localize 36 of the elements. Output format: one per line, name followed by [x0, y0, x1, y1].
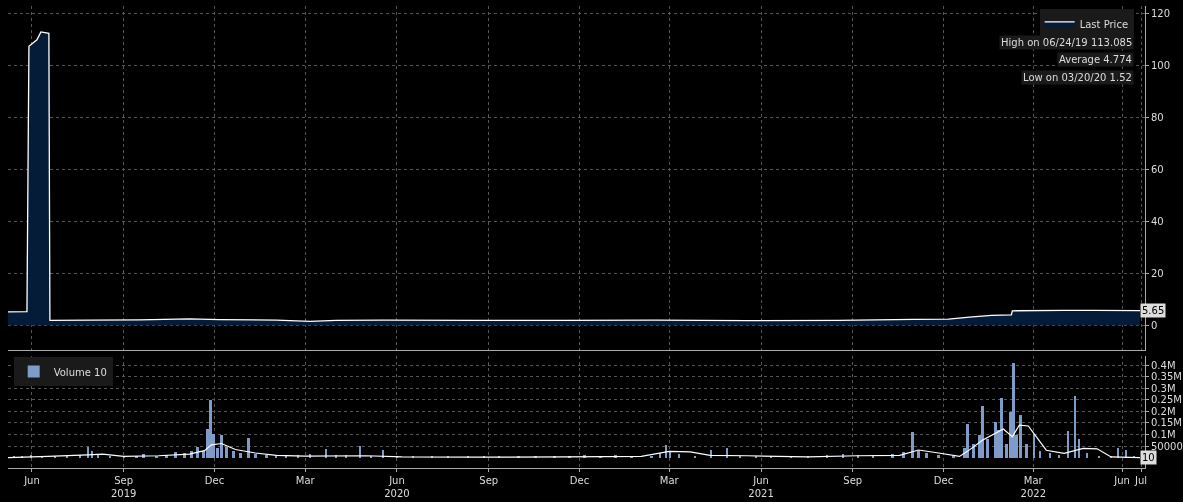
annotation: 10: [1142, 452, 1155, 463]
y-tick-label: 40: [1151, 215, 1164, 227]
y-tick-label: 0.15M: [1151, 417, 1182, 429]
x-tick-label: Dec: [933, 475, 954, 486]
x-tick-label: Mar: [659, 475, 680, 486]
x-tick-label: Sep: [843, 475, 863, 486]
y-tick-label: 0: [1151, 319, 1158, 331]
y-tick-label: 80: [1151, 112, 1164, 124]
y-tick-label: 100: [1151, 60, 1171, 72]
y-tick-label: 50000: [1151, 440, 1183, 452]
y-tick-label: 60: [1151, 164, 1164, 176]
y-tick-label: 0.35M: [1151, 371, 1182, 383]
x-tick-label: Mar: [295, 475, 316, 486]
x-tick-label: Dec: [569, 475, 590, 486]
y-tick-label: 0.2M: [1151, 405, 1176, 417]
annotation: High on 06/24/19 113.085: [1001, 37, 1133, 48]
x-tick-label: Dec: [204, 475, 225, 486]
x-tick-label: Jul: [1133, 475, 1148, 486]
x-tick-label: Jun 2020: [384, 475, 410, 499]
x-tick-label: Sep 2019: [110, 475, 137, 499]
x-tick-label: Jun: [1113, 475, 1130, 486]
x-tick-label: Jun 2021: [748, 475, 774, 499]
legend-label: Last Price: [1079, 18, 1129, 30]
annotation: 5.65: [1142, 305, 1165, 316]
annotation: Average 4.774: [1059, 54, 1132, 65]
y-tick-label: 0.3M: [1151, 382, 1176, 394]
annotation: Low on 03/20/20 1.52: [1023, 72, 1132, 83]
y-tick-label: 20: [1151, 267, 1164, 279]
x-tick-label: Mar 2022: [1020, 475, 1047, 499]
y-tick-label: 0.25M: [1151, 394, 1182, 406]
y-tick-label: 0.4M: [1151, 359, 1176, 371]
y-tick-label: 120: [1151, 8, 1171, 20]
legend-label: Volume 10: [53, 366, 107, 378]
x-tick-label: Jun: [23, 475, 40, 486]
x-tick-label: Sep: [479, 475, 499, 486]
y-tick-label: 0.1M: [1151, 429, 1176, 441]
